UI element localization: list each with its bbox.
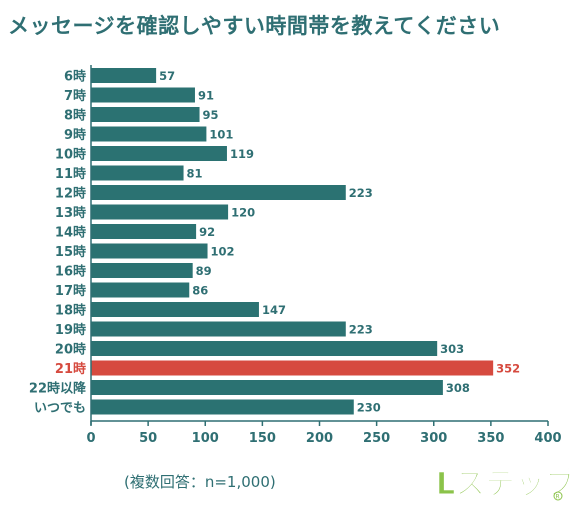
value-label-18時: 147 xyxy=(262,303,286,317)
svg-text:R: R xyxy=(556,494,560,501)
value-label-21時: 352 xyxy=(496,362,520,376)
svg-text:Lステップ: Lステップ xyxy=(436,467,572,502)
bar-17時 xyxy=(91,282,190,298)
bar-12時 xyxy=(91,185,346,200)
value-label-10時: 119 xyxy=(230,147,254,161)
category-label-16時: 16時 xyxy=(55,264,86,280)
value-label-11時: 81 xyxy=(187,167,203,181)
category-label-9時: 9時 xyxy=(64,127,86,143)
value-label-8時: 95 xyxy=(203,108,219,122)
category-label-19時: 19時 xyxy=(55,322,86,338)
category-label-15時: 15時 xyxy=(55,244,86,260)
value-label-6時: 57 xyxy=(159,69,175,83)
bar-19時 xyxy=(91,321,346,337)
category-label-7時: 7時 xyxy=(64,88,86,104)
bar-8時 xyxy=(91,107,200,122)
x-tick-label-350: 350 xyxy=(477,431,504,446)
category-label-6時: 6時 xyxy=(64,69,86,85)
bar-11時 xyxy=(91,165,184,181)
x-tick-label-0: 0 xyxy=(86,431,95,446)
x-tick-label-150: 150 xyxy=(249,431,276,446)
bar-いつでも xyxy=(91,399,354,415)
value-label-12時: 223 xyxy=(349,186,373,200)
value-label-22時以降: 308 xyxy=(446,381,470,395)
category-label-17時: 17時 xyxy=(55,283,86,299)
x-tick-label-400: 400 xyxy=(534,431,561,446)
chart-title: メッセージを確認しやすい時間帯を教えてください xyxy=(8,14,501,38)
bar-18時 xyxy=(91,302,259,317)
category-label-10時: 10時 xyxy=(55,147,86,163)
value-label-9時: 101 xyxy=(209,128,233,142)
value-label-15時: 102 xyxy=(211,245,235,259)
category-label-11時: 11時 xyxy=(55,166,86,182)
bar-9時 xyxy=(91,126,207,142)
bar-15時 xyxy=(91,243,208,259)
value-label-13時: 120 xyxy=(231,206,255,220)
bar-14時 xyxy=(91,224,197,239)
category-label-いつでも: いつでも xyxy=(34,401,86,416)
sample-note: (複数回答：n=1,000) xyxy=(124,473,276,491)
value-label-16時: 89 xyxy=(196,264,212,278)
value-label-20時: 303 xyxy=(440,342,464,356)
bar-22時以降 xyxy=(91,380,443,395)
category-label-20時: 20時 xyxy=(55,342,86,358)
category-label-8時: 8時 xyxy=(64,108,86,124)
x-tick-label-50: 50 xyxy=(139,431,157,446)
x-tick-label-300: 300 xyxy=(420,431,447,446)
x-tick-label-100: 100 xyxy=(192,431,219,446)
category-label-12時: 12時 xyxy=(55,186,86,202)
value-label-7時: 91 xyxy=(198,89,214,103)
value-label-14時: 92 xyxy=(199,225,215,239)
category-label-14時: 14時 xyxy=(55,225,86,241)
bar-16時 xyxy=(91,263,193,278)
bar-7時 xyxy=(91,87,195,103)
bar-20時 xyxy=(91,341,438,356)
category-label-21時: 21時 xyxy=(55,361,86,377)
value-label-いつでも: 230 xyxy=(357,401,381,415)
category-label-18時: 18時 xyxy=(55,303,86,319)
bar-21時 xyxy=(91,360,494,376)
bar-10時 xyxy=(91,146,227,161)
bar-6時 xyxy=(91,68,157,83)
value-label-17時: 86 xyxy=(192,284,208,298)
value-label-19時: 223 xyxy=(349,323,373,337)
bar-13時 xyxy=(91,204,229,220)
category-label-13時: 13時 xyxy=(55,205,86,221)
category-label-22時以降: 22時以降 xyxy=(29,381,87,397)
x-tick-label-250: 250 xyxy=(363,431,390,446)
x-tick-label-200: 200 xyxy=(306,431,333,446)
lstep-logo: Lステップ R xyxy=(432,458,577,508)
